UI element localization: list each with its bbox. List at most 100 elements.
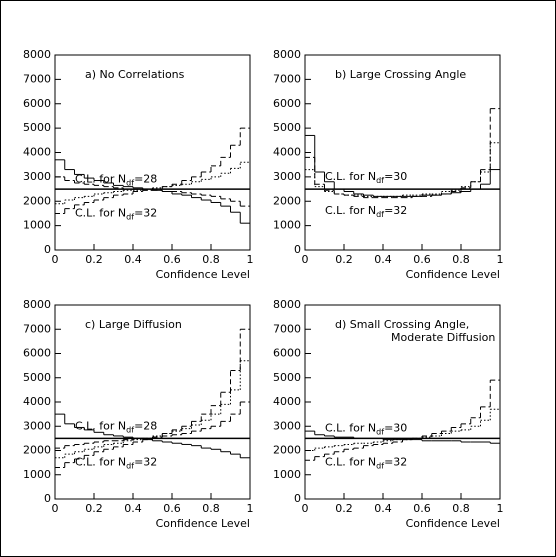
x-axis-label: Confidence Level xyxy=(406,268,500,281)
annotation-suffix: =32 xyxy=(384,204,407,217)
annotation-subscript: df xyxy=(376,427,384,436)
annotation-suffix: =30 xyxy=(384,170,407,183)
annotation-subscript: df xyxy=(376,175,384,184)
y-tick-label: 5000 xyxy=(23,121,51,134)
y-tick-label: 8000 xyxy=(23,48,51,61)
annotation-text: C.L. for N xyxy=(75,419,126,432)
x-tick-label: 1 xyxy=(497,253,504,266)
y-tick-label: 7000 xyxy=(273,72,301,85)
y-tick-label: 5000 xyxy=(23,371,51,384)
annotation: C.L. for Ndf=30 xyxy=(325,170,407,185)
y-tick-label: 4000 xyxy=(23,395,51,408)
annotation: C.L. for Ndf=32 xyxy=(325,456,407,471)
x-tick-label: 0.4 xyxy=(374,253,392,266)
y-tick-label: 3000 xyxy=(273,170,301,183)
y-tick-label: 8000 xyxy=(23,298,51,311)
y-tick-label: 0 xyxy=(294,243,301,256)
annotation-subscript: df xyxy=(126,425,134,434)
y-tick-label: 7000 xyxy=(23,322,51,335)
annotation-suffix: =30 xyxy=(384,422,407,435)
annotation-text: C.L. for N xyxy=(325,204,376,217)
annotation-subscript: df xyxy=(126,178,134,187)
annotation-suffix: =32 xyxy=(134,456,157,469)
y-tick-label: 1000 xyxy=(273,468,301,481)
y-tick-label: 5000 xyxy=(273,371,301,384)
y-tick-label: 2000 xyxy=(273,194,301,207)
y-tick-label: 3000 xyxy=(23,170,51,183)
x-tick-label: 0 xyxy=(302,502,309,515)
y-tick-label: 0 xyxy=(44,243,51,256)
y-tick-label: 4000 xyxy=(273,146,301,159)
plot-frame xyxy=(54,304,251,500)
x-axis-label: Confidence Level xyxy=(406,517,500,530)
y-tick-label: 8000 xyxy=(273,298,301,311)
x-tick-label: 0 xyxy=(52,502,59,515)
annotation-text: C.L. for N xyxy=(75,456,126,469)
y-tick-label: 4000 xyxy=(273,395,301,408)
x-tick-label: 0.6 xyxy=(163,502,181,515)
x-tick-label: 0 xyxy=(52,253,59,266)
y-tick-label: 0 xyxy=(44,492,51,505)
y-tick-label: 5000 xyxy=(273,121,301,134)
annotation-subscript: df xyxy=(126,212,134,221)
panel-title: b) Large Crossing Angle xyxy=(335,68,466,81)
annotation-suffix: =32 xyxy=(134,206,157,219)
annotation: C.L. for Ndf=28 xyxy=(75,172,157,187)
y-tick-label: 6000 xyxy=(23,97,51,110)
y-tick-label: 8000 xyxy=(273,48,301,61)
y-tick-label: 4000 xyxy=(23,146,51,159)
plot-frame xyxy=(304,304,501,500)
x-tick-label: 1 xyxy=(497,502,504,515)
panel: 0 1000 2000 3000 4000 5000 6000 7000 8000 0 0.2 0.4… xyxy=(23,298,254,530)
panel-title: c) Large Diffusion xyxy=(85,318,182,331)
annotation-suffix: =28 xyxy=(134,419,157,432)
panel: 0 1000 2000 3000 4000 5000 6000 7000 8000 0 0.2 0.4… xyxy=(273,48,504,281)
x-axis-label: Confidence Level xyxy=(156,517,250,530)
y-tick-label: 1000 xyxy=(273,219,301,232)
x-tick-label: 0.2 xyxy=(85,502,103,515)
y-tick-label: 7000 xyxy=(23,72,51,85)
x-tick-label: 0.2 xyxy=(335,253,353,266)
x-tick-label: 0.2 xyxy=(85,253,103,266)
annotation: C.L. for Ndf=30 xyxy=(325,422,407,437)
y-tick-label: 6000 xyxy=(23,347,51,360)
y-tick-label: 6000 xyxy=(273,347,301,360)
x-tick-label: 0.4 xyxy=(374,502,392,515)
annotation-suffix: =28 xyxy=(134,172,157,185)
x-tick-label: 1 xyxy=(247,253,254,266)
panel-title: a) No Correlations xyxy=(85,68,185,81)
panel-title: d) Small Crossing Angle, xyxy=(335,318,469,331)
x-tick-label: 0.4 xyxy=(124,502,142,515)
annotation-subscript: df xyxy=(126,461,134,470)
panel: 0 1000 2000 3000 4000 5000 6000 7000 8000 0 0.2 0.4… xyxy=(23,48,254,281)
x-tick-label: 0.8 xyxy=(452,502,470,515)
x-tick-label: 0.6 xyxy=(413,253,431,266)
x-tick-label: 0.6 xyxy=(413,502,431,515)
annotation-text: C.L. for N xyxy=(325,456,376,469)
annotation-suffix: =32 xyxy=(384,456,407,469)
annotation-text: C.L. for N xyxy=(325,170,376,183)
y-tick-label: 2000 xyxy=(23,194,51,207)
x-tick-label: 0.8 xyxy=(202,253,220,266)
annotation: C.L. for Ndf=32 xyxy=(75,456,157,471)
x-tick-label: 0.2 xyxy=(335,502,353,515)
annotation-subscript: df xyxy=(376,210,384,219)
x-tick-label: 0 xyxy=(302,253,309,266)
x-tick-label: 0.8 xyxy=(202,502,220,515)
panel-title: Moderate Diffusion xyxy=(391,331,495,344)
annotation-text: C.L. for N xyxy=(75,206,126,219)
annotation: C.L. for Ndf=28 xyxy=(75,419,157,434)
annotation: C.L. for Ndf=32 xyxy=(75,206,157,221)
x-tick-label: 0.8 xyxy=(452,253,470,266)
x-tick-label: 0.6 xyxy=(163,253,181,266)
y-tick-label: 2000 xyxy=(273,444,301,457)
annotation-text: C.L. for N xyxy=(75,172,126,185)
annotation: C.L. for Ndf=32 xyxy=(325,204,407,219)
x-tick-label: 1 xyxy=(247,502,254,515)
plot-frame xyxy=(54,54,251,251)
plot-frame xyxy=(304,54,501,251)
y-tick-label: 1000 xyxy=(23,219,51,232)
y-tick-label: 7000 xyxy=(273,322,301,335)
